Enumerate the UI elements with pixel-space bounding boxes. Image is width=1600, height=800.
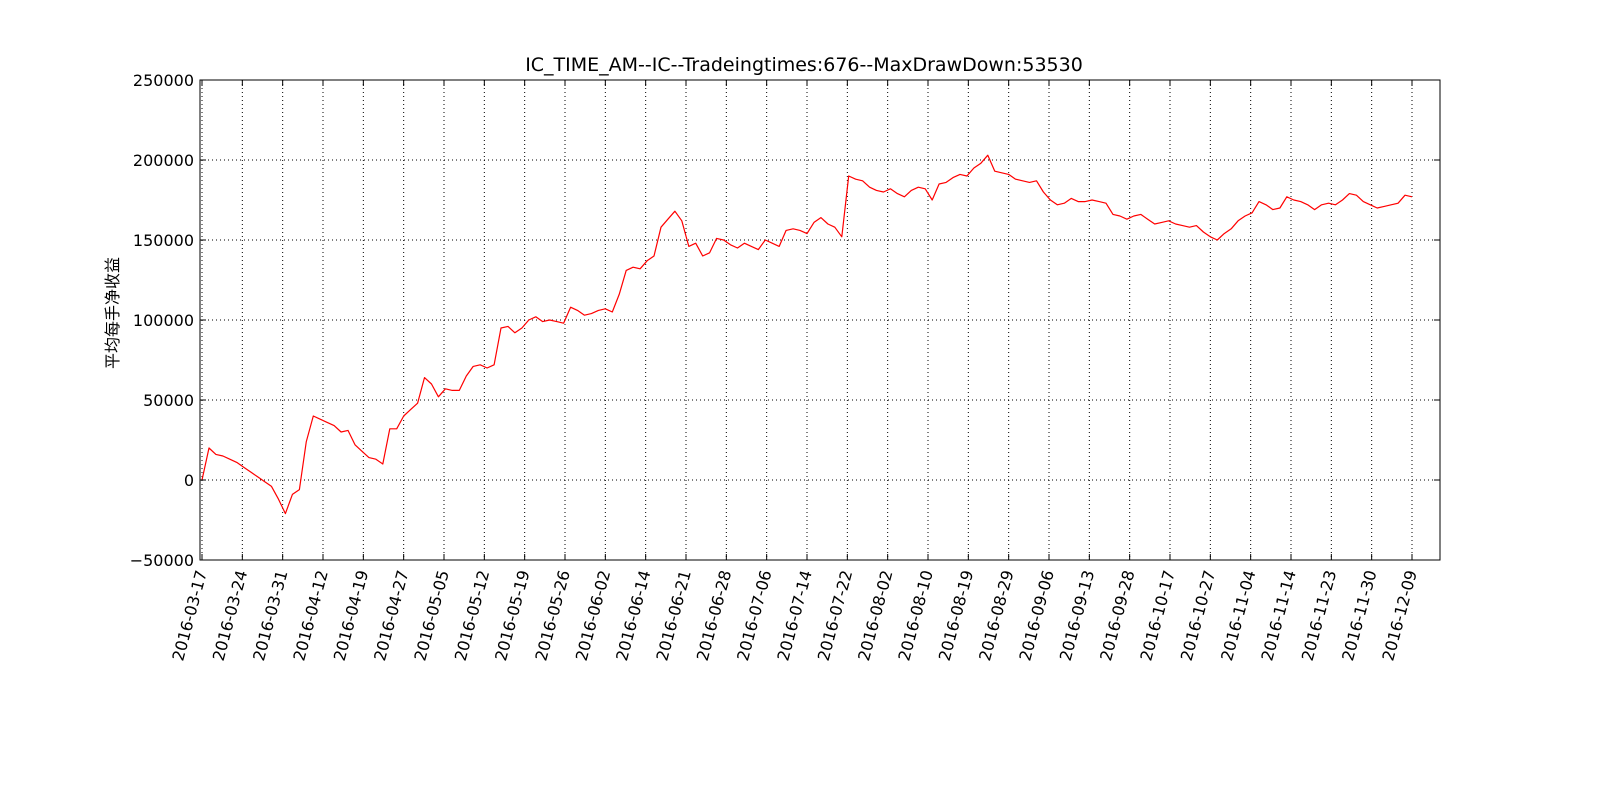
y-axis-label: 平均每手净收益 [103, 257, 122, 369]
data-series [201, 154, 1413, 515]
y-axis-ticks: −50000 0 50000 100000 150000 200000 250000 [130, 71, 1440, 570]
chart-title: IC_TIME_AM--IC--Tradeingtimes:676--MaxDr… [525, 54, 1083, 76]
y-tick-label: 50000 [143, 391, 194, 410]
y-tick-label: 100000 [133, 311, 194, 330]
y-tick-label: 250000 [133, 71, 194, 90]
y-tick-label: 200000 [133, 151, 194, 170]
y-tick-label: 150000 [133, 231, 194, 250]
series-line [201, 154, 1413, 515]
y-tick-label: 0 [184, 471, 194, 490]
y-tick-label: −50000 [130, 551, 194, 570]
